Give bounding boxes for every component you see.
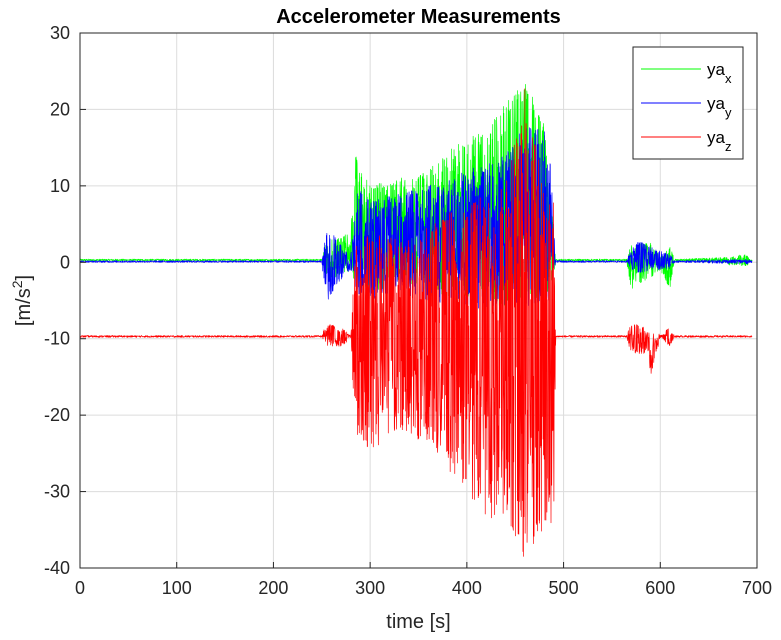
y-tick-label: 0 [60,252,70,272]
y-tick-label: -30 [44,482,70,502]
tick-labels: 0 100 200 300 400 500 600 7003020100-10-20-30-4… [44,23,772,598]
x-tick-label: 0 [75,578,85,598]
series-line-yay [79,127,753,309]
plot-frame [79,32,758,569]
y-axis-label-end: ] [13,275,35,281]
x-tick-label: 600 [645,578,675,598]
series-line-yax [79,84,753,307]
x-axis-label: time [s] [386,611,450,633]
data-series-group [79,84,753,557]
x-tick-label: 400 [452,578,482,598]
x-tick-label: 300 [355,578,385,598]
y-axis-label-main: [m/s [13,288,35,326]
legend-label: yax [707,60,732,86]
y-tick-label: 30 [50,23,70,43]
x-tick-label: 100 [162,578,192,598]
legend-entry-yay: yay [641,94,732,120]
legend-label-main: ya [707,94,726,113]
y-axis-label: [m/s2] [9,275,35,326]
y-tick-label: -10 [44,329,70,349]
y-tick-label: -20 [44,405,70,425]
x-tick-label: 200 [258,578,288,598]
series-line-yaz [79,88,753,557]
legend-label-main: ya [707,60,726,79]
x-tick-label: 500 [549,578,579,598]
y-tick-label: -40 [44,558,70,578]
legend-label-subscript: y [725,105,732,120]
legend-label: yay [707,94,732,120]
y-tick-label: 20 [50,99,70,119]
legend-entry-yax: yax [641,60,732,86]
chart-title: Accelerometer Measurements [276,6,561,28]
y-tick-label: 10 [50,176,70,196]
x-tick-label: 700 [742,578,772,598]
y-axis-label-superscript: 2 [9,280,25,288]
legend-label-subscript: x [725,71,732,86]
legend-label-subscript: z [725,139,732,154]
legend-label: yaz [707,128,731,154]
legend-label-main: ya [707,128,726,147]
legend-entry-yaz: yaz [641,128,731,154]
